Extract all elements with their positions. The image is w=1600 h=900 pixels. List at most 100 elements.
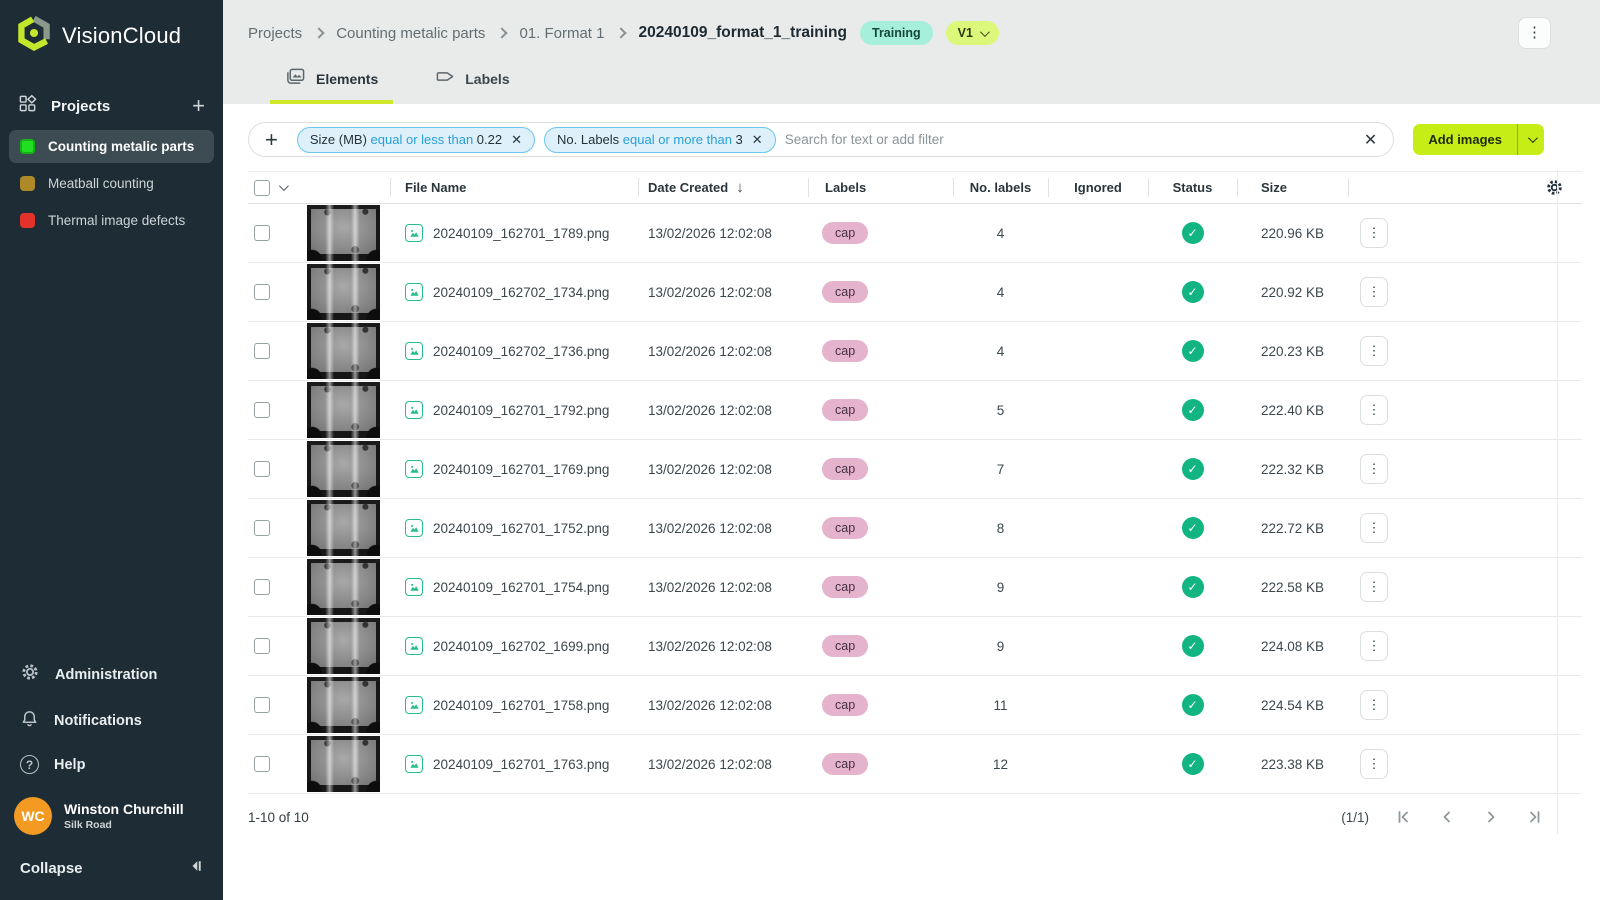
row-checkbox[interactable]	[254, 520, 270, 536]
sidebar-projects-header[interactable]: Projects +	[0, 84, 223, 128]
remove-filter-icon[interactable]: ✕	[751, 131, 763, 147]
row-checkbox[interactable]	[254, 638, 270, 654]
column-date-created[interactable]: Date Created ↓	[638, 172, 808, 203]
column-file-name[interactable]: File Name	[390, 172, 638, 203]
table-row[interactable]: 20240109_162701_1752.png 13/02/2026 12:0…	[248, 499, 1582, 558]
label-chip[interactable]: cap	[822, 340, 869, 362]
filter-chip-labels[interactable]: No. Labels equal or more than 3 ✕	[544, 126, 776, 153]
row-checkbox[interactable]	[254, 284, 270, 300]
label-chip[interactable]: cap	[822, 222, 869, 244]
previous-page-button[interactable]	[1437, 807, 1457, 827]
breadcrumb-project[interactable]: Counting metalic parts	[336, 24, 486, 42]
row-checkbox[interactable]	[254, 343, 270, 359]
file-name[interactable]: 20240109_162701_1752.png	[433, 520, 610, 536]
column-status[interactable]: Status	[1148, 172, 1237, 203]
clear-search-icon[interactable]: ✕	[1363, 131, 1378, 149]
row-checkbox[interactable]	[254, 697, 270, 713]
add-images-button[interactable]: Add images	[1413, 124, 1544, 155]
label-chip[interactable]: cap	[822, 399, 869, 421]
tab-elements[interactable]: Elements	[270, 57, 394, 104]
last-page-button[interactable]	[1525, 807, 1545, 827]
sidebar-item-counting-metalic-parts[interactable]: Counting metalic parts	[9, 130, 214, 163]
file-name[interactable]: 20240109_162702_1736.png	[433, 343, 610, 359]
table-row[interactable]: 20240109_162701_1789.png 13/02/2026 12:0…	[248, 204, 1582, 263]
row-menu-button[interactable]: ⋮	[1360, 749, 1388, 779]
row-menu-button[interactable]: ⋮	[1360, 572, 1388, 602]
file-name[interactable]: 20240109_162702_1734.png	[433, 284, 610, 300]
first-page-button[interactable]	[1393, 807, 1413, 827]
column-no-labels[interactable]: No. labels	[953, 172, 1048, 203]
table-row[interactable]: 20240109_162701_1769.png 13/02/2026 12:0…	[248, 440, 1582, 499]
file-name[interactable]: 20240109_162701_1754.png	[433, 579, 610, 595]
table-row[interactable]: 20240109_162702_1736.png 13/02/2026 12:0…	[248, 322, 1582, 381]
user-account[interactable]: WC Winston Churchill Silk Road	[0, 785, 223, 845]
row-checkbox[interactable]	[254, 756, 270, 772]
label-chip[interactable]: cap	[822, 517, 869, 539]
table-row[interactable]: 20240109_162701_1792.png 13/02/2026 12:0…	[248, 381, 1582, 440]
column-labels[interactable]: Labels	[808, 172, 953, 203]
table-settings-gear-icon[interactable]	[1545, 178, 1564, 197]
row-menu-button[interactable]: ⋮	[1360, 395, 1388, 425]
row-thumbnail[interactable]	[307, 205, 380, 261]
label-chip[interactable]: cap	[822, 576, 869, 598]
search-input[interactable]	[784, 132, 1353, 147]
row-thumbnail[interactable]	[307, 618, 380, 674]
row-thumbnail[interactable]	[307, 559, 380, 615]
row-thumbnail[interactable]	[307, 500, 380, 556]
row-thumbnail[interactable]	[307, 323, 380, 379]
sidebar-item-notifications[interactable]: Notifications	[0, 698, 223, 744]
row-menu-button[interactable]: ⋮	[1360, 631, 1388, 661]
table-row[interactable]: 20240109_162701_1754.png 13/02/2026 12:0…	[248, 558, 1582, 617]
sidebar-item-administration[interactable]: Administration	[0, 651, 223, 698]
row-checkbox[interactable]	[254, 461, 270, 477]
table-row[interactable]: 20240109_162701_1758.png 13/02/2026 12:0…	[248, 676, 1582, 735]
version-selector[interactable]: V1	[945, 21, 999, 45]
file-name[interactable]: 20240109_162701_1792.png	[433, 402, 610, 418]
row-checkbox[interactable]	[254, 579, 270, 595]
file-name[interactable]: 20240109_162701_1789.png	[433, 225, 610, 241]
row-menu-button[interactable]: ⋮	[1360, 218, 1388, 248]
column-size[interactable]: Size	[1237, 172, 1348, 203]
filter-chip-size[interactable]: Size (MB) equal or less than 0.22 ✕	[296, 126, 536, 153]
table-row[interactable]: 20240109_162702_1699.png 13/02/2026 12:0…	[248, 617, 1582, 676]
add-images-dropdown[interactable]	[1517, 124, 1544, 155]
breadcrumb-projects[interactable]: Projects	[248, 24, 303, 42]
row-checkbox[interactable]	[254, 402, 270, 418]
app-logo[interactable]: VisionCloud	[0, 0, 223, 66]
page-menu-button[interactable]: ⋮	[1518, 17, 1551, 49]
add-filter-icon[interactable]: +	[265, 126, 278, 152]
row-menu-button[interactable]: ⋮	[1360, 454, 1388, 484]
row-menu-button[interactable]: ⋮	[1360, 690, 1388, 720]
sort-descending-icon[interactable]: ↓	[736, 179, 744, 196]
file-name[interactable]: 20240109_162701_1763.png	[433, 756, 610, 772]
row-thumbnail[interactable]	[307, 441, 380, 497]
file-name[interactable]: 20240109_162701_1769.png	[433, 461, 610, 477]
next-page-button[interactable]	[1481, 807, 1501, 827]
column-ignored[interactable]: Ignored	[1048, 172, 1148, 203]
sidebar-item-thermal-image-defects[interactable]: Thermal image defects	[9, 204, 214, 237]
sidebar-item-meatball-counting[interactable]: Meatball counting	[9, 167, 214, 200]
file-name[interactable]: 20240109_162702_1699.png	[433, 638, 610, 654]
label-chip[interactable]: cap	[822, 753, 869, 775]
label-chip[interactable]: cap	[822, 281, 869, 303]
row-menu-button[interactable]: ⋮	[1360, 277, 1388, 307]
add-project-icon[interactable]: +	[192, 93, 205, 118]
label-chip[interactable]: cap	[822, 694, 869, 716]
row-thumbnail[interactable]	[307, 382, 380, 438]
sidebar-item-help[interactable]: ? Help	[0, 744, 223, 785]
row-thumbnail[interactable]	[307, 736, 380, 792]
select-all-checkbox[interactable]	[254, 179, 270, 196]
table-row[interactable]: 20240109_162702_1734.png 13/02/2026 12:0…	[248, 263, 1582, 322]
row-checkbox[interactable]	[254, 225, 270, 241]
file-name[interactable]: 20240109_162701_1758.png	[433, 697, 610, 713]
row-thumbnail[interactable]	[307, 677, 380, 733]
breadcrumb-format[interactable]: 01. Format 1	[519, 24, 605, 42]
label-chip[interactable]: cap	[822, 635, 869, 657]
label-chip[interactable]: cap	[822, 458, 869, 480]
row-thumbnail[interactable]	[307, 264, 380, 320]
remove-filter-icon[interactable]: ✕	[511, 131, 523, 147]
row-menu-button[interactable]: ⋮	[1360, 336, 1388, 366]
row-menu-button[interactable]: ⋮	[1360, 513, 1388, 543]
scrollbar-track[interactable]	[1557, 170, 1558, 834]
table-row[interactable]: 20240109_162701_1763.png 13/02/2026 12:0…	[248, 735, 1582, 794]
